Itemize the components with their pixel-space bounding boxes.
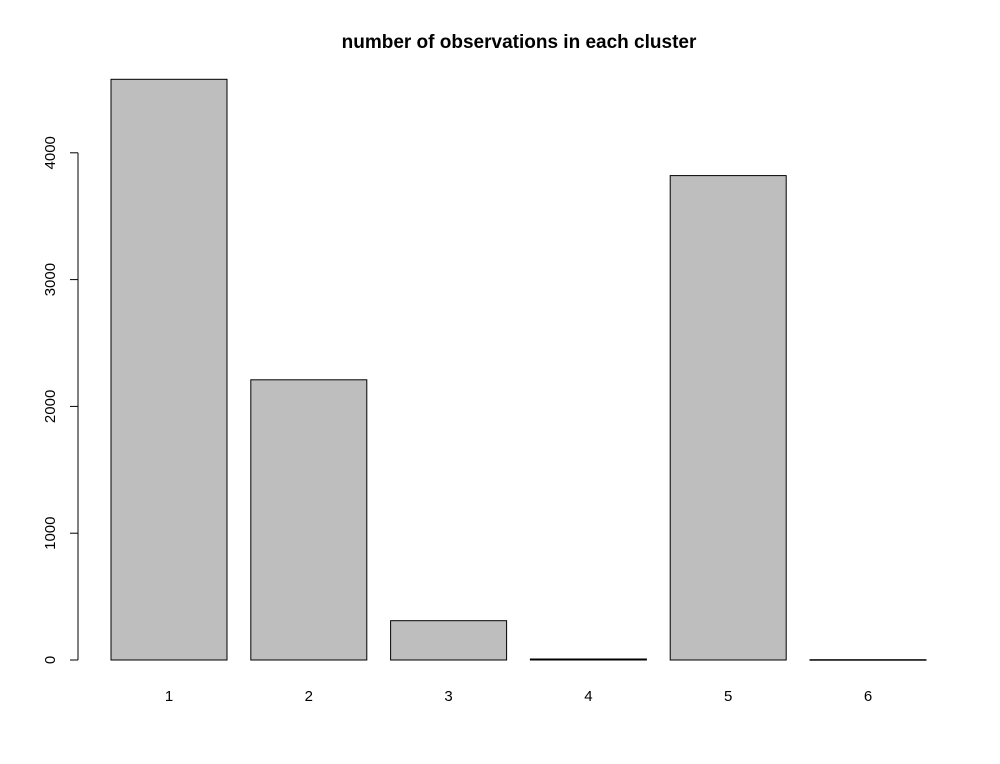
y-tick-label: 4000 (42, 136, 59, 169)
y-tick-label: 0 (42, 656, 59, 664)
bar-cluster-6 (809, 659, 927, 661)
y-tick-label: 1000 (42, 517, 59, 550)
x-tick-label: 5 (724, 688, 732, 705)
x-tick-label: 4 (584, 688, 592, 705)
bar-cluster-1 (110, 78, 228, 661)
x-axis-labels: 1 2 3 4 5 6 (165, 688, 872, 705)
y-tick-label: 2000 (42, 390, 59, 423)
x-tick-label: 1 (165, 688, 173, 705)
bar-cluster-2 (250, 379, 368, 661)
y-axis: 0 1000 2000 3000 4000 (42, 136, 79, 664)
chart-title: number of observations in each cluster (342, 32, 697, 53)
bar-cluster-4 (529, 658, 647, 661)
x-tick-label: 3 (444, 688, 452, 705)
x-tick-label: 6 (864, 688, 872, 705)
x-tick-label: 2 (305, 688, 313, 705)
y-tick-label: 3000 (42, 263, 59, 296)
bars-layer (110, 78, 927, 661)
bar-cluster-3 (390, 620, 508, 661)
bar-cluster-5 (669, 175, 787, 661)
